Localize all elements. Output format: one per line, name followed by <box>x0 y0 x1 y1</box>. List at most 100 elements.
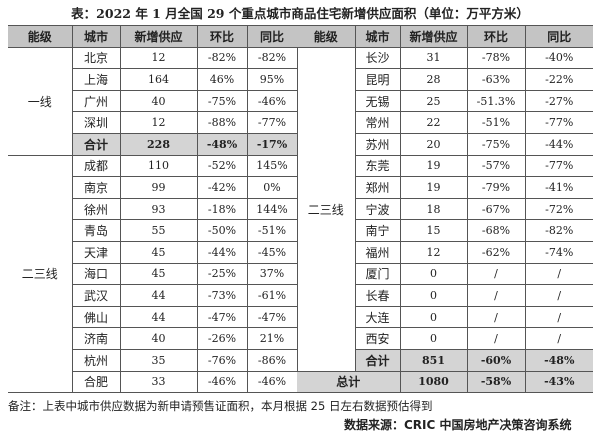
mom-cell: -52% <box>196 154 248 178</box>
yoy-cell: -77% <box>246 111 298 134</box>
mom-cell: -88% <box>196 111 248 134</box>
yoy-cell: -22% <box>524 68 593 91</box>
left-table: 能级 城市 新增供应 环比 同比 一线 北京 12 -82% -82% 上海 164 46% 95% 广州… <box>8 25 298 394</box>
yoy-cell: -45% <box>246 240 298 264</box>
table-row: 郑州 19 -79% -41% <box>297 176 593 199</box>
yoy-cell: 0% <box>246 176 298 199</box>
mom-cell: -73% <box>196 284 248 307</box>
mom-cell: -67% <box>466 197 526 221</box>
supply-cell: 28 <box>399 68 468 91</box>
table-row: 合肥 33 -46% -46% <box>8 370 298 394</box>
table-row: 福州 12 -62% -74% <box>297 240 593 264</box>
city-cell: 深圳 <box>71 111 121 134</box>
data-source: 数据来源：CRIC 中国房地产决策咨询系统 <box>344 418 572 432</box>
supply-cell: 44 <box>119 284 198 307</box>
yoy-cell: -72% <box>524 197 593 221</box>
yoy-cell: -61% <box>246 284 298 307</box>
supply-cell: 164 <box>119 68 198 91</box>
table-row: 一线 北京 12 -82% -82% <box>8 46 298 156</box>
city-cell: 常州 <box>354 111 401 134</box>
header-0: 能级 <box>8 25 73 48</box>
mom-cell: / <box>466 284 526 307</box>
header-3: 环比 <box>196 25 248 48</box>
yoy-cell: -46% <box>246 89 298 113</box>
mom-cell: -44% <box>196 240 248 264</box>
table-row: 南宁 15 -68% -82% <box>297 219 593 242</box>
yoy-cell: -82% <box>246 46 298 70</box>
yoy-cell: -46% <box>246 370 298 394</box>
mom-cell: -63% <box>466 68 526 91</box>
table-row: 二三线 长沙 31 -78% -40% <box>297 46 593 372</box>
header-2: 新增供应 <box>399 25 468 48</box>
supply-cell: 40 <box>119 89 198 113</box>
yoy-cell: -48% <box>524 348 593 372</box>
yoy-cell: -43% <box>524 370 593 394</box>
footnote: 备注：上表中城市供应数据为新申请预售证面积，本月根据 25 日左右数据预估得到 <box>8 399 433 413</box>
yoy-cell: -51% <box>246 219 298 242</box>
supply-cell: 55 <box>119 219 198 242</box>
table-title: 表：2022 年 1 月全国 29 个重点城市商品住宅新增供应面积（单位：万平方… <box>71 6 529 21</box>
city-cell: 西安 <box>354 327 401 350</box>
city-cell: 宁波 <box>354 197 401 221</box>
city-cell: 合计 <box>71 132 121 156</box>
table-row: 武汉 44 -73% -61% <box>8 284 298 307</box>
supply-cell: 40 <box>119 327 198 350</box>
yoy-cell: / <box>524 305 593 329</box>
supply-cell: 45 <box>119 262 198 286</box>
yoy-cell: -74% <box>524 240 593 264</box>
city-cell: 徐州 <box>71 197 121 221</box>
city-cell: 上海 <box>71 68 121 91</box>
header-3: 环比 <box>466 25 526 48</box>
mom-cell: -62% <box>466 240 526 264</box>
table-row: 合计 228 -48% -17% <box>8 132 298 156</box>
mom-cell: -42% <box>196 176 248 199</box>
mom-cell: / <box>466 305 526 329</box>
mom-cell: -75% <box>196 89 248 113</box>
supply-cell: 0 <box>399 262 468 286</box>
table-row: 长春 0// <box>297 284 593 307</box>
right-table: 能级 城市 新增供应 环比 同比 二三线 长沙 31 -78% -40% 昆明 28 -63% -22%… <box>297 25 593 394</box>
city-cell: 成都 <box>71 154 121 178</box>
table-row: 上海 164 46% 95% <box>8 68 298 91</box>
city-cell: 广州 <box>71 89 121 113</box>
city-cell: 无锡 <box>354 89 401 113</box>
yoy-cell: / <box>524 262 593 286</box>
city-cell: 济南 <box>71 327 121 350</box>
mom-cell: -51% <box>466 111 526 134</box>
table-row: 宁波 18 -67% -72% <box>297 197 593 221</box>
supply-cell: 851 <box>399 348 468 372</box>
yoy-cell: / <box>524 284 593 307</box>
tier-label: 二三线 <box>297 46 356 372</box>
mom-cell: -58% <box>466 370 526 394</box>
table-row: 济南 40 -26% 21% <box>8 327 298 350</box>
mom-cell: -26% <box>196 327 248 350</box>
tier-label: 一线 <box>8 46 73 156</box>
supply-cell: 45 <box>119 240 198 264</box>
mom-cell: -75% <box>466 132 526 156</box>
header-0: 能级 <box>297 25 356 48</box>
supply-cell: 15 <box>399 219 468 242</box>
supply-cell: 22 <box>399 111 468 134</box>
supply-cell: 0 <box>399 305 468 329</box>
city-cell: 昆明 <box>354 68 401 91</box>
supply-cell: 25 <box>399 89 468 113</box>
yoy-cell: -77% <box>524 111 593 134</box>
mom-cell: -47% <box>196 305 248 329</box>
supply-cell: 0 <box>399 284 468 307</box>
mom-cell: -50% <box>196 219 248 242</box>
mom-cell: -79% <box>466 176 526 199</box>
city-cell: 大连 <box>354 305 401 329</box>
supply-cell: 31 <box>399 46 468 70</box>
city-cell: 天津 <box>71 240 121 264</box>
table-row: 杭州 35 -76% -86% <box>8 348 298 372</box>
table-row: 广州 40 -75% -46% <box>8 89 298 113</box>
city-cell: 南京 <box>71 176 121 199</box>
table-row: 南京 99 -42% 0% <box>8 176 298 199</box>
supply-cell: 19 <box>399 176 468 199</box>
city-cell: 长春 <box>354 284 401 307</box>
table-row: 二三线 成都 110 -52% 145% <box>8 154 298 394</box>
city-cell: 厦门 <box>354 262 401 286</box>
yoy-cell: -27% <box>524 89 593 113</box>
total-label: 总计 <box>297 370 401 394</box>
yoy-cell: -40% <box>524 46 593 70</box>
